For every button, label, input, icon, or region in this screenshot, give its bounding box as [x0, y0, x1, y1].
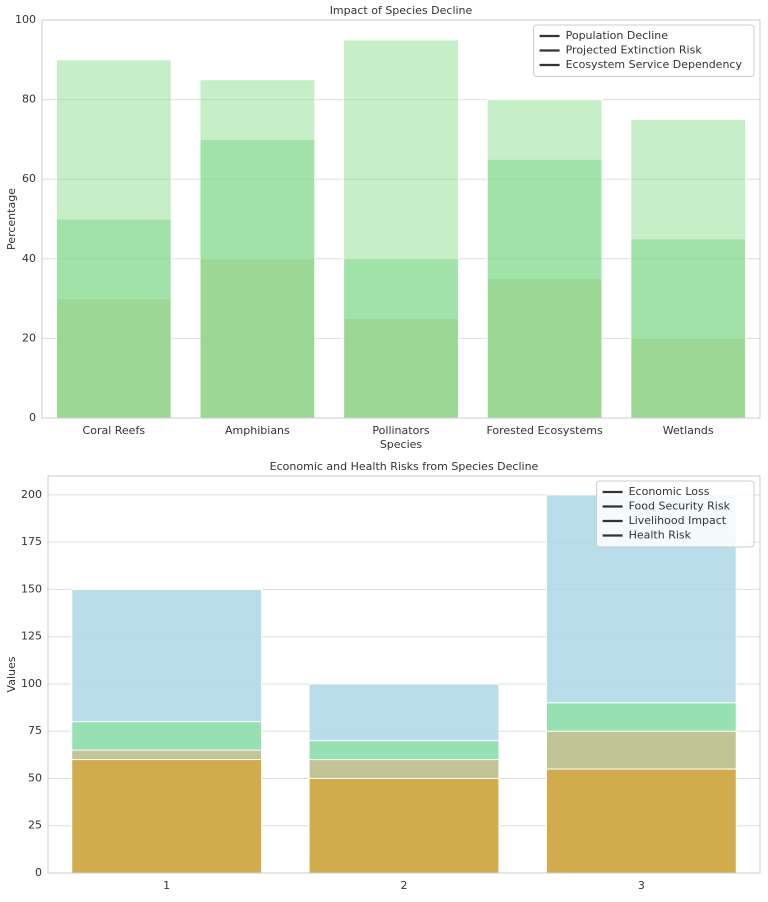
y-tick-label: 20: [22, 331, 36, 344]
y-tick-label: 80: [22, 93, 36, 106]
legend-label: Projected Extinction Risk: [566, 44, 703, 57]
y-tick-label: 100: [15, 13, 36, 26]
y-tick-label: 100: [21, 677, 42, 690]
y-tick-label: 25: [28, 819, 42, 832]
bar: [71, 759, 263, 874]
bar: [630, 119, 747, 419]
bar: [486, 99, 603, 419]
axes: Impact of Species Decline 0 20 40 60 80 100 Cor…: [5, 4, 761, 451]
y-tick-label: 0: [35, 866, 42, 879]
x-axis-label: Species: [380, 438, 423, 451]
y-tick-label: 60: [22, 172, 36, 185]
x-tick-label: Pollinators: [372, 424, 429, 437]
bar: [343, 39, 459, 419]
legend-label: Population Decline: [566, 29, 669, 42]
y-tick-label: 75: [28, 724, 42, 737]
bar: [199, 79, 316, 419]
axes-frame: [41, 19, 761, 419]
chart-title: Economic and Health Risks from Species D…: [270, 460, 539, 473]
y-tick-label: 125: [21, 630, 42, 643]
x-tick-label: Coral Reefs: [83, 424, 146, 437]
legend-label: Economic Loss: [629, 485, 710, 498]
x-tick-label: 3: [638, 879, 645, 892]
x-tick-label: Forested Ecosystems: [486, 424, 602, 437]
legend-label: Livelihood Impact: [629, 514, 727, 527]
y-tick-label: 50: [28, 771, 42, 784]
x-tick-label: Amphibians: [225, 424, 290, 437]
axes: Economic and Health Risks from Species D…: [5, 460, 761, 892]
y-axis-label: Values: [5, 656, 18, 692]
y-tick-label: 175: [21, 535, 42, 548]
y-tick-label: 40: [22, 252, 36, 265]
y-axis-label: Percentage: [5, 188, 18, 250]
legend-label: Ecosystem Service Dependency: [566, 58, 743, 71]
legend-label: Health Risk: [629, 529, 692, 542]
legend-box: [596, 480, 755, 548]
x-tick-label: 2: [401, 879, 408, 892]
y-tick-label: 200: [21, 488, 42, 501]
y-tick-label: 0: [29, 411, 36, 424]
legend-box: [533, 24, 755, 77]
bar: [545, 768, 737, 874]
bar: [308, 777, 500, 874]
chart-title: Impact of Species Decline: [330, 4, 473, 17]
y-tick-label: 150: [21, 582, 42, 595]
x-tick-label: 1: [163, 879, 170, 892]
bar: [55, 59, 172, 419]
axes-frame: [47, 475, 761, 874]
x-tick-label: Wetlands: [663, 424, 714, 437]
legend-label: Food Security Risk: [629, 500, 731, 513]
